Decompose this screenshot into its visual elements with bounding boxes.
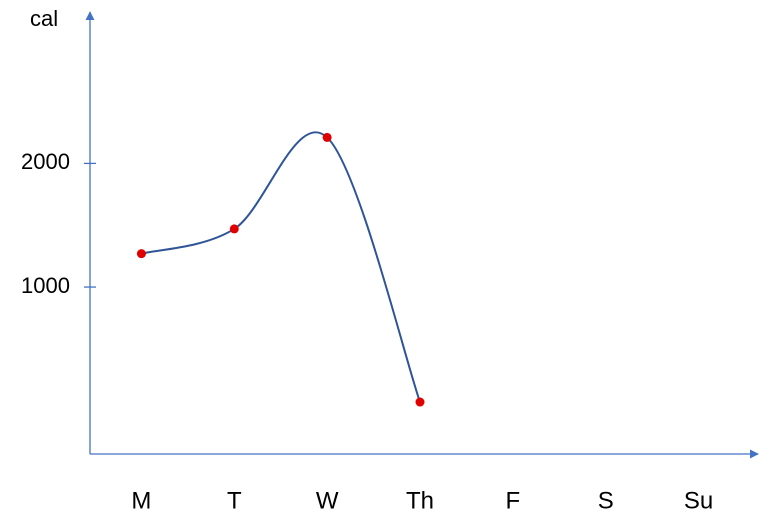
line [141, 131, 421, 403]
data-point [322, 132, 332, 142]
data-point [136, 249, 146, 259]
x-tick-label: M [131, 487, 151, 514]
x-tick-label: Th [406, 487, 434, 514]
data-point [229, 224, 239, 234]
x-tick-label: F [506, 487, 521, 514]
y-tick-label: 2000 [21, 149, 70, 174]
data-point [415, 397, 425, 407]
y-axis-label: cal [30, 6, 58, 31]
y-tick-label: 1000 [21, 273, 70, 298]
x-tick-label: W [316, 487, 339, 514]
x-tick-label: T [227, 487, 242, 514]
x-tick-label: S [598, 487, 614, 514]
x-tick-label: Su [684, 487, 713, 514]
